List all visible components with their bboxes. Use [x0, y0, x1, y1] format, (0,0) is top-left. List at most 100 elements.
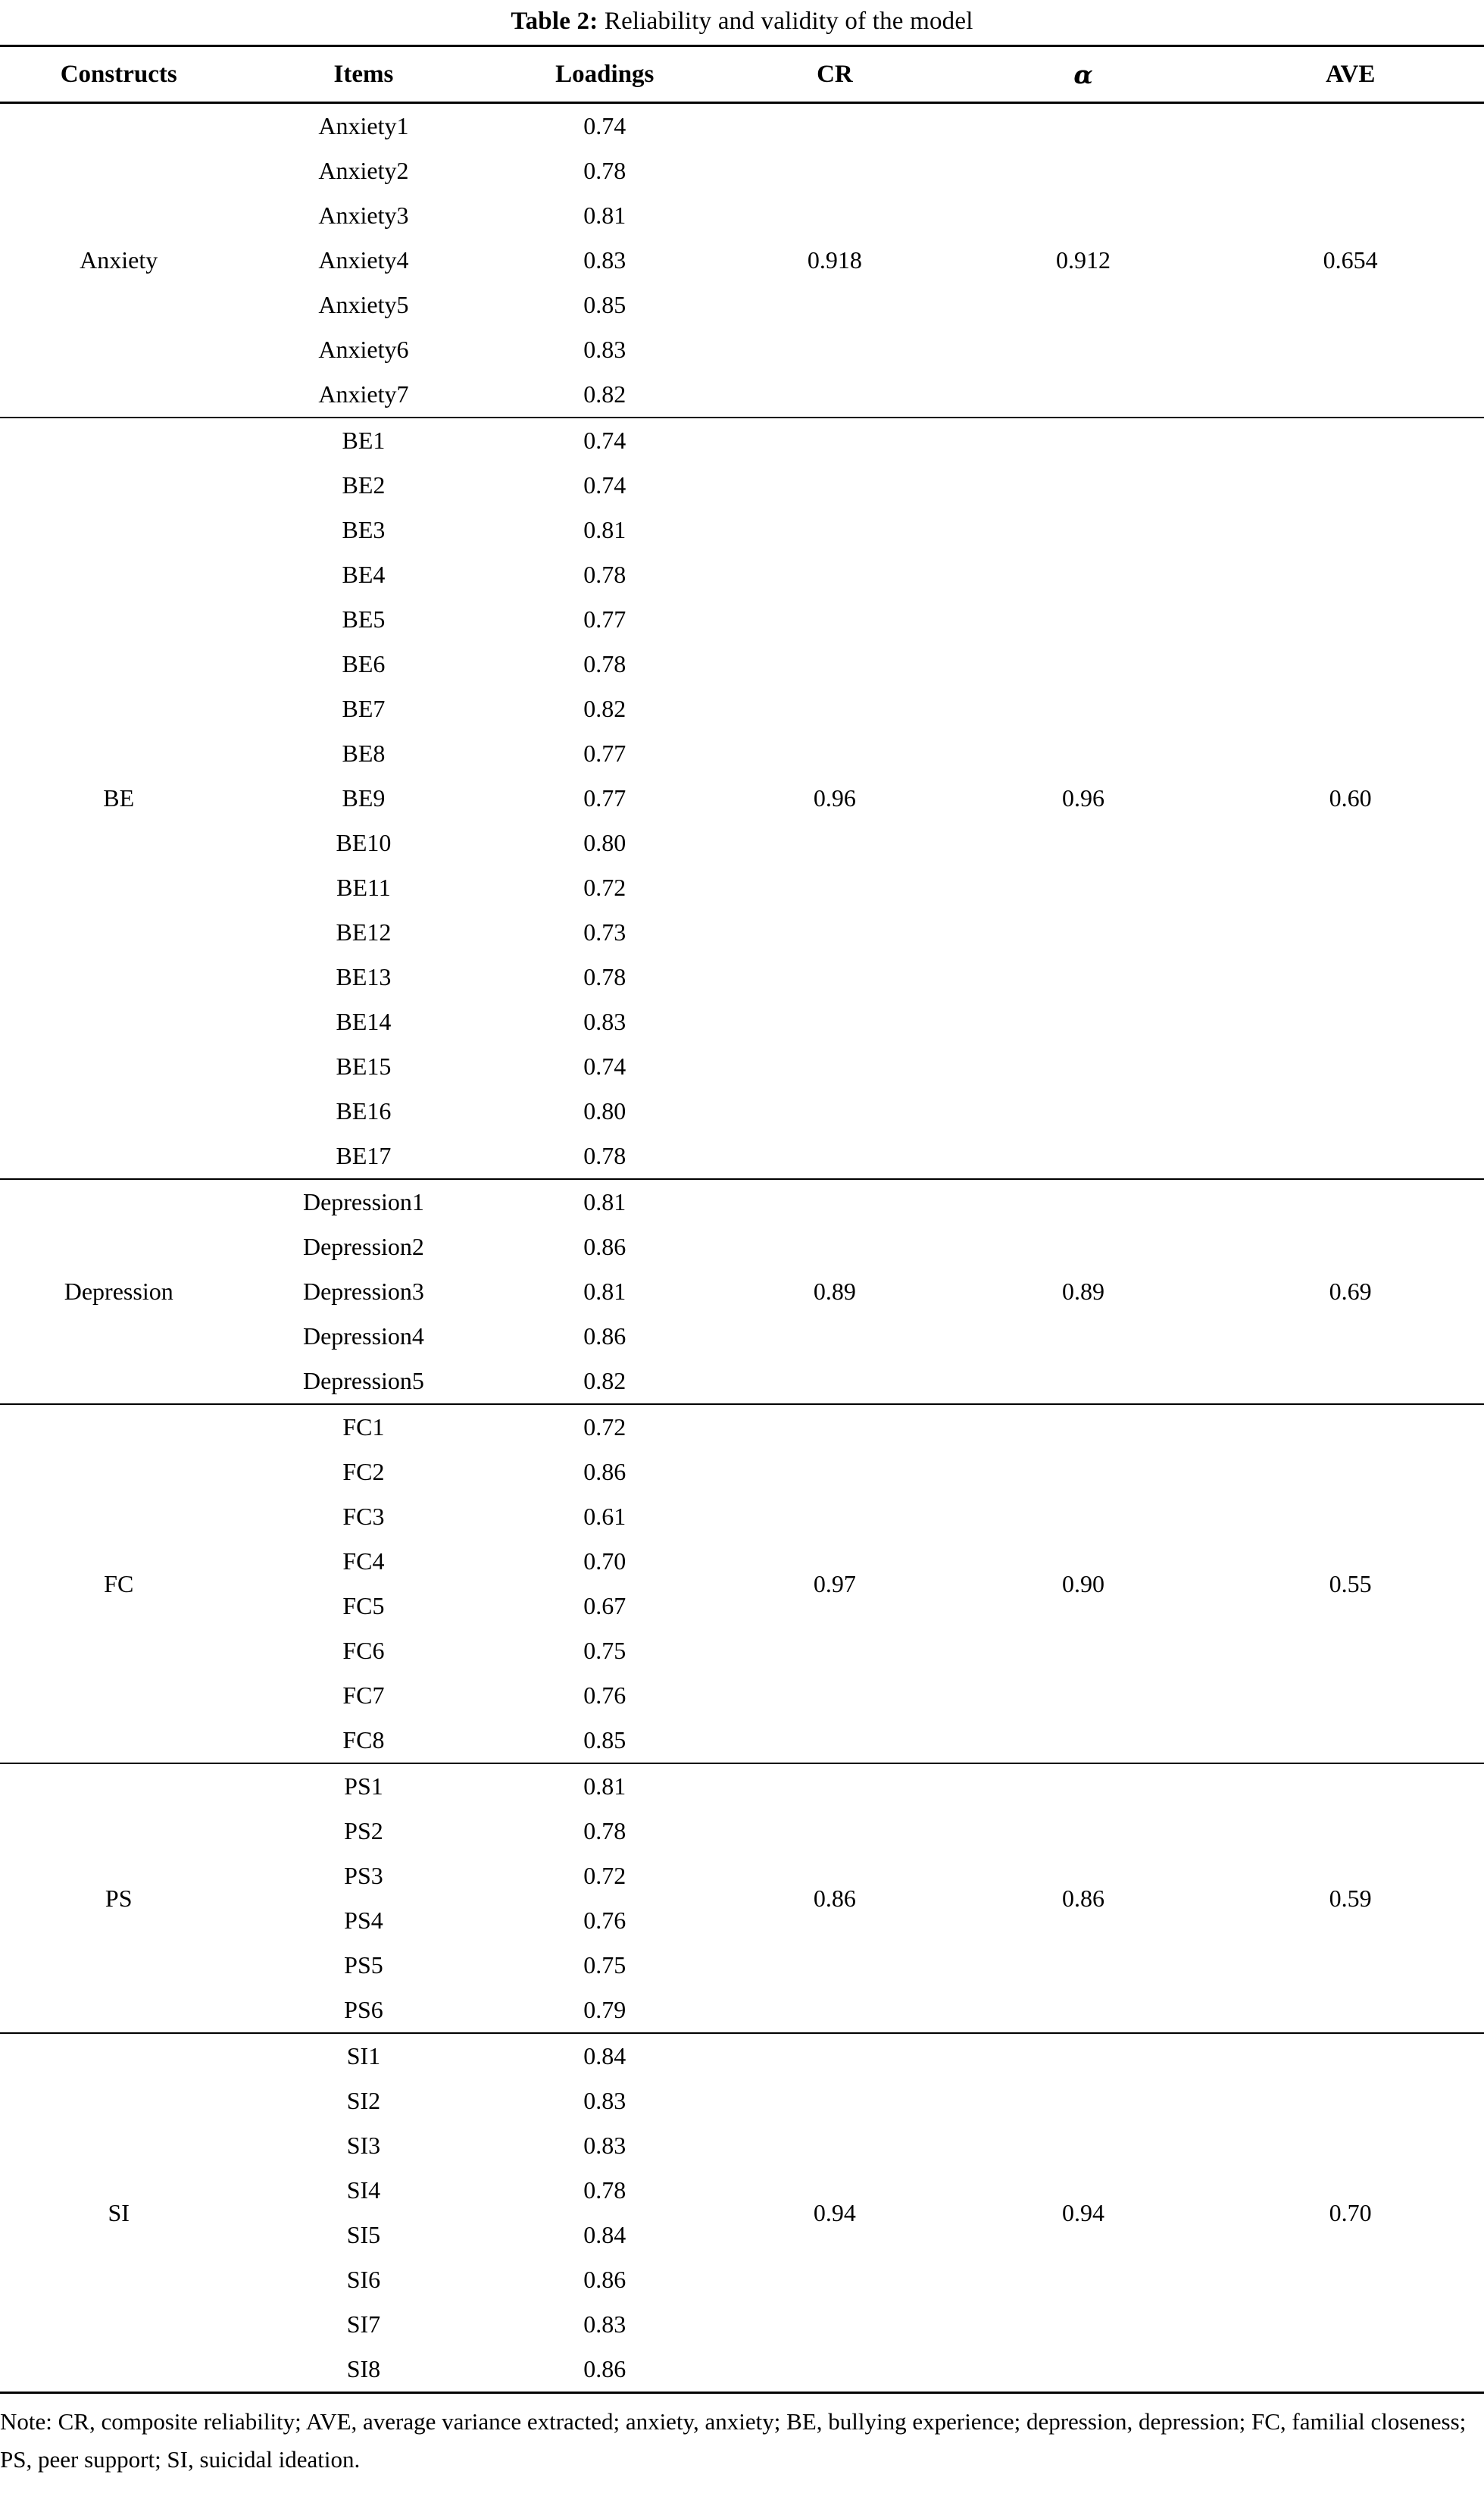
col-header-alpha: α: [949, 45, 1217, 104]
loading-cell: 0.74: [583, 1053, 626, 1080]
table-row: Depression3 0.81: [0, 1269, 1484, 1314]
ave-cell: 0.69: [1217, 1178, 1484, 1404]
table-body: Anxiety Anxiety1 0.74 0.918 0.912 0.654 Anxiet…: [0, 102, 1484, 2393]
ave-cell: 0.70: [1217, 2032, 1484, 2393]
table-row: Depression2 0.86: [0, 1225, 1484, 1269]
table-row: FC2 0.86: [0, 1450, 1484, 1494]
loading-cell: 0.61: [583, 1503, 626, 1530]
loading-cell: 0.78: [583, 561, 626, 588]
table-row: SI2 0.83: [0, 2079, 1484, 2123]
table-title: Table 2: Reliability and validity of the…: [0, 5, 1484, 45]
loading-cell: 0.82: [583, 1367, 626, 1394]
item-cell: Depression3: [302, 1278, 424, 1305]
item-cell: FC5: [342, 1592, 385, 1619]
table-row: FC4 0.70: [0, 1539, 1484, 1584]
loading-cell: 0.78: [583, 1142, 626, 1169]
item-cell: BE6: [342, 650, 386, 677]
item-cell: PS6: [344, 1996, 383, 2023]
table-row: Depression5 0.82: [0, 1359, 1484, 1404]
table-row: Anxiety7 0.82: [0, 372, 1484, 418]
table-row: BE5 0.77: [0, 597, 1484, 642]
table-row: SI SI1 0.84 0.94 0.94 0.70: [0, 2032, 1484, 2393]
header-row: Constructs Items Loadings CR α AVE: [0, 45, 1484, 104]
item-cell: BE11: [336, 874, 391, 901]
loading-cell: 0.85: [583, 291, 626, 318]
loading-cell: 0.78: [583, 650, 626, 677]
loading-cell: 0.81: [583, 202, 626, 229]
table-row: BE BE1 0.74 0.96 0.96 0.60: [0, 417, 1484, 1179]
table-row: PS PS1 0.81 0.86 0.86 0.59: [0, 1763, 1484, 2033]
item-cell: Depression2: [302, 1233, 424, 1260]
item-cell: BE12: [336, 918, 392, 946]
item-cell: BE4: [342, 561, 386, 588]
cr-cell: 0.94: [720, 2032, 950, 2393]
item-cell: FC2: [342, 1458, 385, 1485]
loading-cell: 0.77: [583, 784, 626, 812]
ave-cell: 0.60: [1217, 417, 1484, 1179]
item-cell: SI8: [346, 2355, 381, 2382]
item-cell: BE13: [336, 963, 392, 990]
table-row: BE16 0.80: [0, 1089, 1484, 1134]
loading-cell: 0.77: [583, 740, 626, 767]
loading-cell: 0.86: [583, 1458, 626, 1485]
table-row: BE3 0.81: [0, 508, 1484, 552]
alpha-cell: 0.86: [949, 1763, 1217, 2033]
table-row: BE9 0.77: [0, 776, 1484, 821]
item-cell: FC3: [342, 1503, 385, 1530]
table-row: BE8 0.77: [0, 731, 1484, 776]
alpha-cell: 0.94: [949, 2032, 1217, 2393]
table-row: FC7 0.76: [0, 1673, 1484, 1718]
table-row: SI8 0.86: [0, 2347, 1484, 2393]
loading-cell: 0.80: [583, 829, 626, 856]
table-row: Anxiety Anxiety1 0.74 0.918 0.912 0.654: [0, 102, 1484, 418]
loading-cell: 0.77: [583, 605, 626, 633]
construct-cell: SI: [0, 2032, 238, 2393]
table-row: SI7 0.83: [0, 2302, 1484, 2347]
loading-cell: 0.70: [583, 1547, 626, 1575]
loading-cell: 0.74: [489, 417, 720, 463]
item-cell: BE10: [336, 829, 392, 856]
loading-cell: 0.84: [489, 2032, 720, 2079]
table-row: FC5 0.67: [0, 1584, 1484, 1628]
loading-cell: 0.78: [583, 2176, 626, 2204]
item-cell: FC4: [342, 1547, 385, 1575]
loading-cell: 0.75: [583, 1951, 626, 1979]
item-cell: Depression1: [237, 1178, 490, 1225]
loading-cell: 0.74: [583, 471, 626, 499]
loading-cell: 0.86: [583, 1233, 626, 1260]
table-row: FC FC1 0.72 0.97 0.90 0.55: [0, 1403, 1484, 1763]
item-cell: FC1: [237, 1403, 490, 1450]
table-row: BE14 0.83: [0, 999, 1484, 1044]
item-cell: BE3: [342, 516, 386, 543]
loading-cell: 0.81: [489, 1178, 720, 1225]
item-cell: PS4: [344, 1907, 383, 1934]
item-cell: PS5: [344, 1951, 383, 1979]
item-cell: SI5: [346, 2221, 381, 2248]
alpha-cell: 0.89: [949, 1178, 1217, 1404]
item-cell: BE2: [342, 471, 386, 499]
item-cell: BE7: [342, 695, 386, 722]
table-row: BE10 0.80: [0, 821, 1484, 865]
item-cell: BE1: [237, 417, 490, 463]
loading-cell: 0.81: [583, 516, 626, 543]
table-row: Anxiety2 0.78: [0, 149, 1484, 193]
loading-cell: 0.83: [583, 2087, 626, 2114]
table-row: SI4 0.78: [0, 2168, 1484, 2213]
item-cell: BE5: [342, 605, 386, 633]
loading-cell: 0.83: [583, 1008, 626, 1035]
item-cell: BE17: [336, 1142, 392, 1169]
loading-cell: 0.72: [583, 1862, 626, 1889]
cr-cell: 0.86: [720, 1763, 950, 2033]
table-row: PS3 0.72: [0, 1853, 1484, 1898]
col-header-items: Items: [237, 45, 490, 104]
ave-cell: 0.654: [1217, 102, 1484, 418]
table-row: FC8 0.85: [0, 1718, 1484, 1763]
ave-cell: 0.55: [1217, 1403, 1484, 1763]
loading-cell: 0.73: [583, 918, 626, 946]
table-row: Anxiety3 0.81: [0, 193, 1484, 238]
item-cell: Anxiety5: [318, 291, 409, 318]
item-cell: BE9: [342, 784, 386, 812]
table-title-text: Reliability and validity of the model: [598, 8, 973, 35]
table-row: Anxiety5 0.85: [0, 283, 1484, 327]
